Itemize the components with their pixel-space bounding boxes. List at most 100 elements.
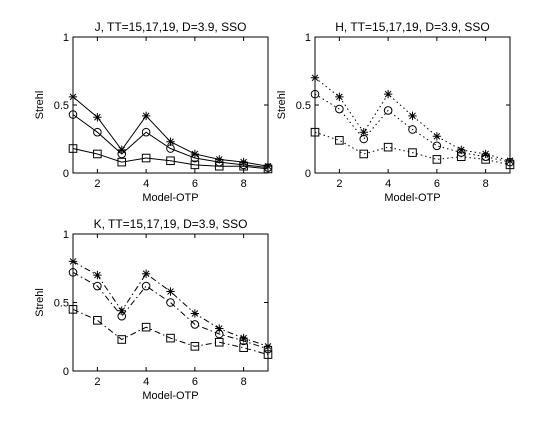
star-point [166, 137, 175, 146]
series-square [310, 127, 515, 170]
square-point [190, 160, 200, 170]
x-tick-label: 6 [192, 178, 198, 190]
circle-point [190, 153, 200, 163]
circle-point [239, 336, 248, 346]
chart-panel-2: H, TT=15,17,19, D=3.9, SSO 2 4 6 8 0 0.5 1 Model… [276, 20, 515, 204]
star-point [141, 111, 151, 121]
chart-title: H, TT=15,17,19, D=3.9, SSO [335, 20, 490, 34]
series-line [72, 260, 269, 347]
star-point [117, 306, 126, 315]
series-star [310, 73, 515, 165]
circle-point [263, 344, 273, 354]
series-line [72, 271, 269, 350]
series-square [68, 144, 273, 174]
series-circle [310, 89, 515, 167]
square-point [68, 144, 78, 153]
square-point [93, 149, 102, 159]
square-point [141, 322, 151, 332]
star-point [166, 287, 175, 296]
star-point [215, 324, 224, 333]
square-point [214, 161, 224, 171]
star-point [68, 92, 78, 102]
square-point [166, 156, 175, 166]
series-square [68, 305, 273, 359]
x-tick-label: 2 [336, 178, 342, 190]
y-axis-label: Strehl [34, 91, 46, 120]
square-point [456, 152, 466, 161]
square-point [432, 155, 442, 164]
star-point [68, 257, 78, 266]
circle-point [117, 311, 127, 321]
y-tick-label: 1 [63, 32, 69, 44]
circle-point [408, 125, 417, 134]
series-star [68, 92, 273, 171]
circle-point [68, 110, 78, 119]
circle-point [93, 127, 102, 137]
y-tick-label: 0.5 [296, 100, 311, 112]
x-tick-label: 8 [241, 178, 247, 190]
chart-title: K, TT=15,17,19, D=3.9, SSO [94, 217, 248, 231]
square-point [481, 155, 490, 164]
star-point [383, 89, 393, 99]
series-line [314, 77, 511, 162]
circle-point [214, 329, 224, 339]
circle-point [335, 104, 344, 114]
x-axis-label: Model-OTP [384, 192, 440, 204]
circle-point [166, 298, 175, 307]
circle-point [432, 141, 442, 151]
x-tick-label: 8 [241, 376, 247, 388]
star-point [359, 128, 368, 137]
x-axis-label: Model-OTP [142, 192, 198, 204]
series-line [314, 131, 511, 166]
star-point [215, 155, 224, 164]
x-axis-label: Model-OTP [142, 390, 198, 402]
x-tick-label: 8 [483, 178, 489, 190]
square-point [505, 160, 515, 170]
chart-title: J, TT=15,17,19, D=3.9, SSO [95, 20, 247, 34]
y-tick-label: 0 [63, 168, 69, 180]
star-point [335, 92, 344, 102]
y-axis-label: Strehl [276, 91, 288, 120]
series-line [314, 93, 511, 163]
series-line [72, 114, 269, 169]
chart-panel-1: J, TT=15,17,19, D=3.9, SSO 2 4 6 8 0 0.5 1 Model… [34, 20, 273, 204]
x-tick-label: 4 [385, 178, 391, 190]
y-tick-label: 1 [305, 32, 311, 44]
square-point [335, 136, 344, 145]
series-line [72, 148, 269, 170]
star-point [432, 132, 442, 141]
square-point [239, 161, 248, 171]
square-point [359, 149, 369, 159]
star-point [481, 149, 490, 159]
square-point [117, 157, 127, 167]
square-point [408, 148, 417, 157]
circle-point [93, 281, 102, 291]
x-tick-label: 4 [143, 376, 149, 388]
star-point [263, 342, 273, 351]
square-point [190, 342, 200, 351]
square-point [310, 127, 320, 137]
chart-panel-3: K, TT=15,17,19, D=3.9, SSO 2 4 6 8 0 0.5 1 Model… [34, 217, 273, 402]
square-point [93, 316, 102, 325]
circle-point [141, 127, 151, 137]
y-tick-label: 0.5 [54, 100, 69, 112]
x-tick-label: 6 [192, 376, 198, 388]
circle-point [190, 320, 200, 329]
y-tick-label: 1 [63, 229, 69, 241]
y-tick-label: 0 [63, 366, 69, 378]
square-point [68, 305, 78, 314]
star-point [239, 333, 248, 343]
series-star [68, 257, 273, 351]
circle-point [383, 106, 393, 115]
plot-area [72, 233, 269, 372]
x-tick-label: 6 [434, 178, 440, 190]
star-point [93, 270, 102, 280]
square-point [117, 335, 127, 344]
star-point [457, 145, 466, 155]
circle-point [141, 281, 151, 291]
x-tick-label: 2 [94, 178, 100, 190]
square-point [263, 350, 273, 359]
circle-point [68, 268, 78, 277]
